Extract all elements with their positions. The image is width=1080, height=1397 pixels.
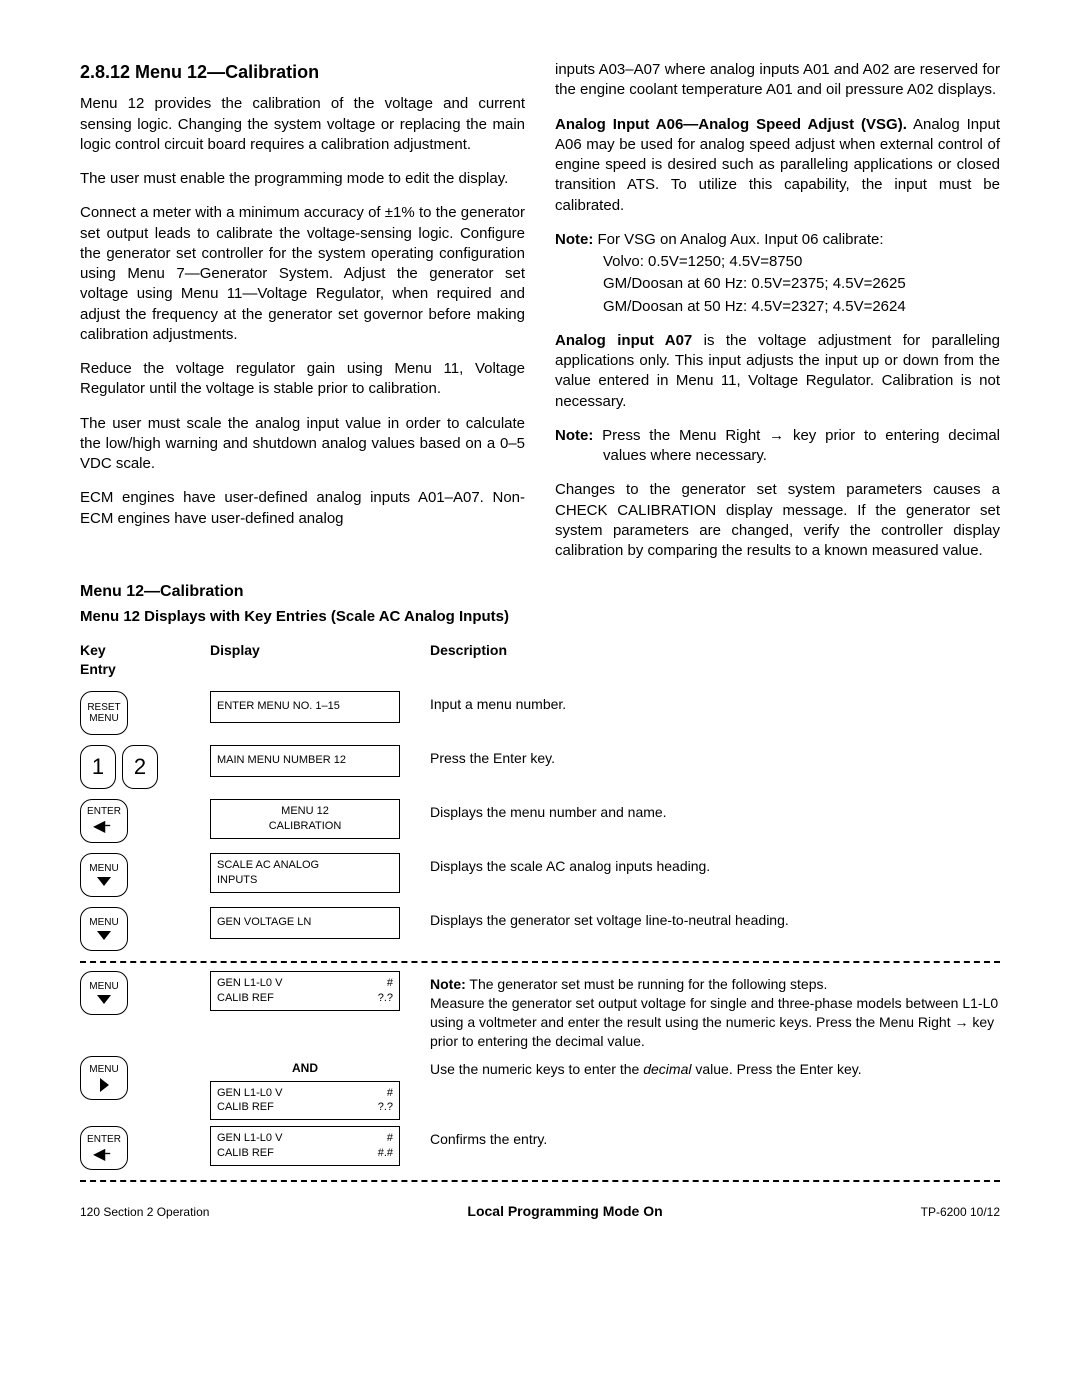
keycap: MENU [80,1056,128,1100]
arrow-right-icon [100,1078,109,1092]
th-key: KeyEntry [80,641,210,679]
key-entry: 12 [80,743,210,789]
para: Reduce the voltage regulator gain using … [80,359,525,400]
para: Menu 12 provides the calibration of the … [80,94,525,155]
menu-section: Menu 12—Calibration Menu 12 Displays wit… [80,581,1000,1182]
para: Changes to the generator set system para… [555,480,1000,561]
display-box: GEN L1-L0 V#CALIB REF?.? [210,1081,400,1121]
description-cell: Use the numeric keys to enter the decima… [430,1054,1000,1079]
description-cell: Confirms the entry. [430,1124,1000,1149]
para: Analog Input A06—Analog Speed Adjust (VS… [555,115,1000,216]
dashed-separator [80,1180,1000,1182]
description-cell: Displays the scale AC analog inputs head… [430,851,1000,876]
description-cell: Input a menu number. [430,689,1000,714]
display-box: GEN L1-L0 V#CALIB REF?.? [210,971,400,1011]
key-entry: ENTER◀╴ [80,797,210,843]
keycap-number: 2 [122,745,158,789]
table-row: ENTER◀╴ MENU 12CALIBRATION Displays the me… [80,795,1000,849]
key-entry: ENTER◀╴ [80,1124,210,1170]
display-cell: GEN VOLTAGE LN [210,905,430,939]
arrow-down-icon [97,877,111,886]
keycap: MENU [80,971,128,1015]
note-line: GM/Doosan at 50 Hz: 4.5V=2327; 4.5V=2624 [555,297,1000,317]
display-cell: AND GEN L1-L0 V#CALIB REF?.? [210,1054,430,1120]
key-entry: MENU [80,1054,210,1100]
table-row: MENU SCALE AC ANALOGINPUTS Displays the sc… [80,849,1000,903]
display-cell: ENTER MENU NO. 1–15 [210,689,430,723]
description-cell: Press the Enter key. [430,743,1000,768]
right-column: inputs A03–A07 where analog inputs A01 a… [555,60,1000,561]
display-cell: MAIN MENU NUMBER 12 [210,743,430,777]
para: ECM engines have user-defined analog inp… [80,488,525,529]
arrow-down-icon [97,995,111,1004]
description-cell: Displays the generator set voltage line-… [430,905,1000,930]
note: Note: For VSG on Analog Aux. Input 06 ca… [555,230,1000,250]
keycap-number: 1 [80,745,116,789]
menu-subtitle: Menu 12 Displays with Key Entries (Scale… [80,607,1000,627]
footer-left: 120 Section 2 Operation [80,1204,209,1220]
section-heading: 2.8.12 Menu 12—Calibration [80,60,525,84]
display-box: SCALE AC ANALOGINPUTS [210,853,400,893]
key-entry: MENU [80,851,210,897]
key-entry: MENU [80,969,210,1015]
para: The user must scale the analog input val… [80,414,525,475]
enter-arrow-icon: ◀╴ [93,1147,115,1163]
table-row: MENU AND GEN L1-L0 V#CALIB REF?.? Use the n… [80,1052,1000,1122]
note-line: GM/Doosan at 60 Hz: 0.5V=2375; 4.5V=2625 [555,274,1000,294]
para: The user must enable the programming mod… [80,169,525,189]
left-column: 2.8.12 Menu 12—Calibration Menu 12 provi… [80,60,525,561]
note: Note: Press the Menu Right → key prior t… [555,426,1000,467]
th-display: Display [210,641,430,679]
note-line: Volvo: 0.5V=1250; 4.5V=8750 [555,252,1000,272]
arrow-down-icon [97,931,111,940]
keycap: ENTER◀╴ [80,1126,128,1170]
table-header: KeyEntry Display Description [80,641,1000,679]
footer-center: Local Programming Mode On [467,1202,662,1221]
two-column-body: 2.8.12 Menu 12—Calibration Menu 12 provi… [80,60,1000,561]
and-label: AND [210,1060,400,1076]
keycap: RESETMENU [80,691,128,735]
key-entry: MENU [80,905,210,951]
description-cell: Displays the menu number and name. [430,797,1000,822]
menu-title: Menu 12—Calibration [80,581,1000,603]
dashed-separator [80,961,1000,963]
keycap: MENU [80,907,128,951]
footer-right: TP-6200 10/12 [921,1204,1000,1220]
display-box: GEN VOLTAGE LN [210,907,400,939]
display-cell: SCALE AC ANALOGINPUTS [210,851,430,893]
keycap: MENU [80,853,128,897]
key-entry: RESETMENU [80,689,210,735]
display-box: ENTER MENU NO. 1–15 [210,691,400,723]
para: inputs A03–A07 where analog inputs A01 a… [555,60,1000,101]
th-desc: Description [430,641,1000,679]
page-footer: 120 Section 2 Operation Local Programmin… [80,1202,1000,1221]
para: Analog input A07 is the voltage adjustme… [555,331,1000,412]
table-row: 12MAIN MENU NUMBER 12Press the Enter key… [80,741,1000,795]
display-cell: GEN L1-L0 V#CALIB REF?.? [210,969,430,1011]
table-row: ENTER◀╴ GEN L1-L0 V#CALIB REF#.# Confirms … [80,1122,1000,1176]
para: Connect a meter with a minimum accuracy … [80,203,525,345]
enter-arrow-icon: ◀╴ [93,819,115,835]
display-box: GEN L1-L0 V#CALIB REF#.# [210,1126,400,1166]
display-cell: GEN L1-L0 V#CALIB REF#.# [210,1124,430,1166]
keycap: ENTER◀╴ [80,799,128,843]
display-cell: MENU 12CALIBRATION [210,797,430,839]
table-row: RESETMENU ENTER MENU NO. 1–15 Input a menu… [80,687,1000,741]
description-cell: Note: The generator set must be running … [430,969,1000,1051]
display-box: MENU 12CALIBRATION [210,799,400,839]
table-row: MENU GEN VOLTAGE LN Displays the generator… [80,903,1000,957]
table-row: MENU GEN L1-L0 V#CALIB REF?.? Note: The ge… [80,967,1000,1053]
display-box: MAIN MENU NUMBER 12 [210,745,400,777]
